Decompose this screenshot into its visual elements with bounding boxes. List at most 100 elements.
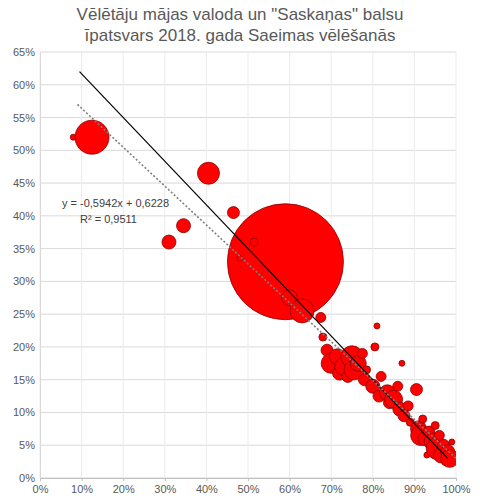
y-tick: 20%: [13, 341, 40, 353]
y-tick: 60%: [13, 79, 40, 91]
bubble: [75, 120, 109, 154]
x-tick-label: 70%: [321, 483, 343, 495]
x-tick-mark: [82, 478, 83, 481]
x-tick-label: 80%: [362, 483, 384, 495]
bubble: [197, 162, 219, 184]
y-tick: 5%: [19, 439, 40, 451]
y-tick: 65%: [13, 46, 40, 58]
bubble: [371, 343, 379, 351]
bubble: [431, 422, 439, 430]
y-tick-label: 30%: [13, 275, 35, 287]
x-tick-label: 50%: [237, 483, 259, 495]
y-axis: 0% 5% 10% 15% 20% 25% 30% 35% 40% 45% 50% 55% 60% 65%: [13, 46, 41, 484]
bubble: [410, 384, 422, 396]
y-tick-label: 45%: [13, 177, 35, 189]
bubble: [374, 323, 380, 329]
title-line: īpatsvars 2018. gada Saeimas vēlēšanās: [85, 26, 396, 45]
bubble: [250, 238, 258, 246]
x-tick-mark: [123, 478, 124, 481]
grid-line-x: [40, 52, 41, 478]
y-tick: 40%: [13, 210, 40, 222]
y-tick-label: 55%: [13, 112, 35, 124]
bubble: [290, 299, 314, 323]
y-tick: 35%: [13, 243, 40, 255]
x-tick-mark: [206, 478, 207, 481]
y-tick-label: 25%: [13, 308, 35, 320]
y-tick: 45%: [13, 177, 40, 189]
title-line: Vēlētāju mājas valoda un "Saskaņas" bals…: [77, 5, 404, 24]
grid-line-x: [206, 52, 207, 478]
y-tick: 0%: [19, 472, 40, 484]
annotation: R² = 0,9511: [80, 213, 137, 225]
x-tick: 40%: [196, 478, 218, 495]
bubble-series: [70, 120, 456, 467]
x-tick-label: 0%: [33, 483, 49, 495]
y-tick: 10%: [13, 406, 40, 418]
bubble: [399, 360, 405, 366]
x-tick-mark: [165, 478, 166, 481]
grid-line-x: [372, 52, 373, 478]
x-tick: 50%: [237, 478, 259, 495]
grid-line-x: [123, 52, 124, 478]
x-tick-mark: [414, 478, 415, 481]
x-tick: 90%: [404, 478, 426, 495]
y-tick: 30%: [13, 275, 40, 287]
annotation: y = -0,5942x + 0,6228: [62, 197, 169, 209]
y-tick-label: 15%: [13, 374, 35, 386]
grid-line-x: [414, 52, 415, 478]
x-axis-line: [41, 479, 457, 482]
bubble: [449, 439, 455, 445]
bubble: [162, 235, 176, 249]
grid-line-x: [456, 52, 457, 478]
x-tick-mark: [331, 478, 332, 481]
y-tick-label: 50%: [13, 144, 35, 156]
x-tick-label: 60%: [279, 483, 301, 495]
bubble: [403, 401, 413, 411]
bubble: [419, 415, 427, 423]
x-tick-mark: [248, 478, 249, 481]
x-tick: 20%: [113, 478, 135, 495]
x-tick: 80%: [362, 478, 384, 495]
bubble: [357, 348, 367, 358]
x-axis: 0% 10% 20% 30% 40% 50% 60% 70% 80% 90% 100%: [33, 478, 471, 495]
x-tick-label: 40%: [196, 483, 218, 495]
y-tick: 25%: [13, 308, 40, 320]
bubble: [227, 207, 239, 219]
x-tick-mark: [456, 478, 457, 481]
x-tick: 70%: [321, 478, 343, 495]
y-tick-label: 20%: [13, 341, 35, 353]
grid-line-x: [164, 52, 165, 478]
x-tick-label: 100%: [442, 483, 470, 495]
bubble: [393, 381, 403, 391]
y-axis-line: [40, 53, 41, 479]
y-tick: 55%: [13, 112, 40, 124]
fit-line: [80, 72, 448, 459]
x-tick-mark: [290, 478, 291, 481]
y-tick-label: 65%: [13, 46, 35, 58]
y-tick-label: 0%: [19, 472, 35, 484]
y-tick: 15%: [13, 374, 40, 386]
x-tick: 10%: [71, 478, 93, 495]
x-tick-label: 10%: [71, 483, 93, 495]
x-tick-label: 90%: [404, 483, 426, 495]
y-tick-label: 40%: [13, 210, 35, 222]
x-tick: 30%: [154, 478, 176, 495]
plot-area: [70, 72, 456, 468]
x-tick: 100%: [442, 478, 470, 495]
y-tick-label: 60%: [13, 79, 35, 91]
x-tick: 60%: [279, 478, 301, 495]
bubble: [376, 371, 386, 381]
x-tick-label: 30%: [154, 483, 176, 495]
grid: [40, 52, 456, 478]
grid-line-x: [81, 52, 82, 478]
bubble: [177, 219, 191, 233]
title: Vēlētāju mājas valoda un "Saskaņas" bals…: [77, 5, 404, 45]
trend-line: [77, 104, 456, 458]
background: [0, 0, 480, 500]
y-tick-label: 35%: [13, 243, 35, 255]
y-tick: 50%: [13, 144, 40, 156]
y-tick-label: 10%: [13, 406, 35, 418]
chart: Vēlētāju mājas valoda un "Saskaņas" bals…: [0, 0, 480, 500]
x-tick-mark: [373, 478, 374, 481]
x-tick-label: 20%: [113, 483, 135, 495]
